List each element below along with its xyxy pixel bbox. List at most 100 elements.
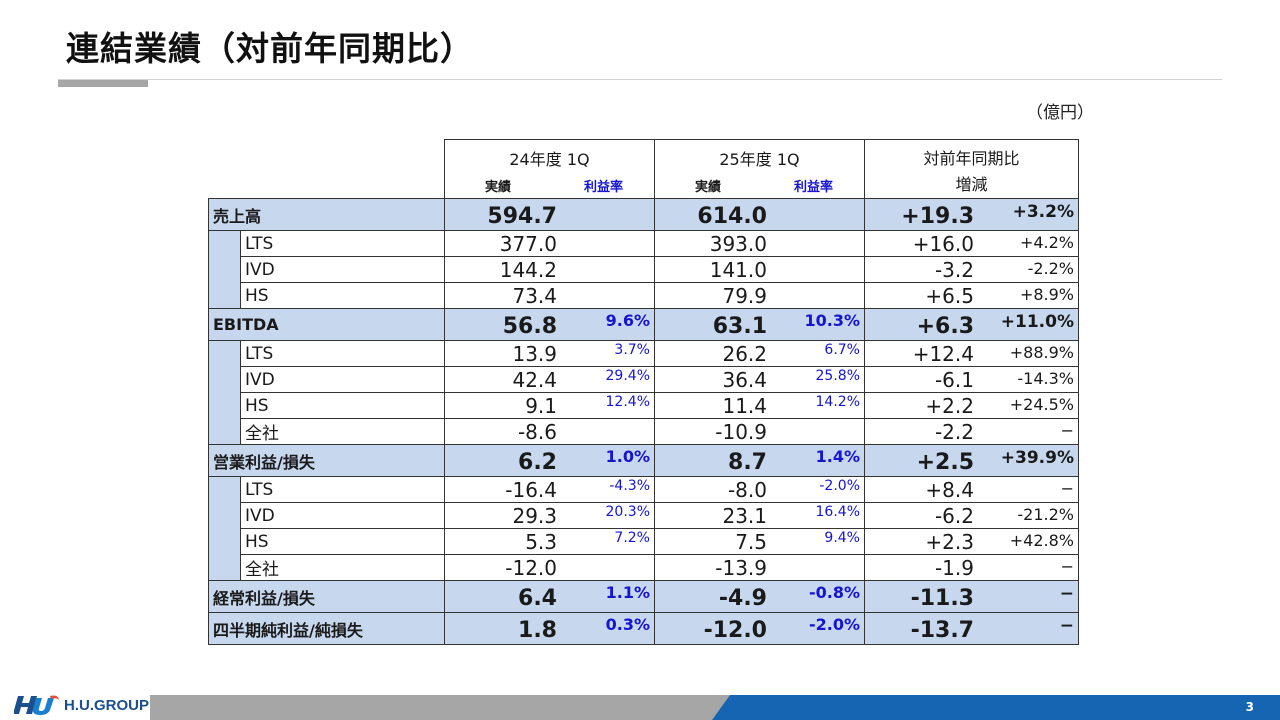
page-number: 3 xyxy=(1245,700,1254,714)
row-label: HS xyxy=(240,392,445,419)
period1-margin: 0.3% xyxy=(605,615,650,634)
row-label: 経常利益/損失 xyxy=(208,580,445,613)
change-value: +6.3 xyxy=(916,314,974,339)
period1-value: -8.6 xyxy=(517,420,557,444)
period1-cell: 73.4 xyxy=(444,282,655,309)
period1-cell: 377.0 xyxy=(444,230,655,257)
actual-label: 実績 xyxy=(485,180,512,195)
row-label: HS xyxy=(240,282,445,309)
period1-margin: 7.2% xyxy=(614,530,650,546)
change-percent: -21.2% xyxy=(1017,505,1074,524)
table-row-sub: 全社 -12.0 -13.9 -1.9 − xyxy=(209,554,1079,581)
change-cell: +2.2 +24.5% xyxy=(864,392,1079,419)
period2-cell: 11.4 14.2% xyxy=(654,392,865,419)
period2-label: 25年度 1Q xyxy=(719,150,800,169)
table-row-sub: IVD 144.2 141.0 -3.2 -2.2% xyxy=(209,256,1079,283)
period1-cell: 6.2 1.0% xyxy=(444,444,655,477)
margin-label: 利益率 xyxy=(584,180,624,195)
period2-value: 8.7 xyxy=(728,450,767,475)
row-label: HS xyxy=(240,528,445,555)
change-cell: +2.3 +42.8% xyxy=(864,528,1079,555)
change-cell: +6.3 +11.0% xyxy=(864,308,1079,341)
table-row-main: 四半期純利益/純損失 1.8 0.3% -12.0 -2.0% -13.7 − xyxy=(208,612,1079,645)
period2-cell: -12.0 -2.0% xyxy=(654,612,865,645)
row-label: LTS xyxy=(240,230,445,257)
row-label: 全社 xyxy=(240,554,445,581)
row-label: IVD xyxy=(240,256,445,283)
row-label: LTS xyxy=(240,476,445,503)
period2-value: 23.1 xyxy=(722,504,767,528)
period1-label: 24年度 1Q xyxy=(509,150,590,169)
header-compare: 対前年同期比 増減 xyxy=(864,139,1079,199)
change-percent: -2.2% xyxy=(1027,259,1074,278)
period2-margin: 9.4% xyxy=(824,530,860,546)
change-percent: +4.2% xyxy=(1019,233,1074,252)
period1-value: 9.1 xyxy=(525,394,557,418)
period2-cell: 7.5 9.4% xyxy=(654,528,865,555)
period1-cell: 1.8 0.3% xyxy=(444,612,655,645)
period2-value: -8.0 xyxy=(727,478,767,502)
period1-cell: 5.3 7.2% xyxy=(444,528,655,555)
change-value: +8.4 xyxy=(925,478,974,502)
period1-cell: 594.7 xyxy=(444,198,655,231)
change-percent: +24.5% xyxy=(1009,395,1074,414)
period1-margin: 1.0% xyxy=(605,447,650,466)
table-row-sub: IVD 42.4 29.4% 36.4 25.8% -6.1 -14.3% xyxy=(209,366,1079,393)
table-body: 売上高 594.7 614.0 +19.3 +3.2% LTS 377.0 393.0 +16.… xyxy=(208,198,1079,645)
header-period2: 25年度 1Q 実績 利益率 xyxy=(654,139,865,199)
period2-cell: -8.0 -2.0% xyxy=(654,476,865,503)
compare-label: 対前年同期比 xyxy=(923,149,1020,168)
period2-margin: -2.0% xyxy=(819,478,860,494)
period1-cell: 9.1 12.4% xyxy=(444,392,655,419)
change-cell: +6.5 +8.9% xyxy=(864,282,1079,309)
table-row-main: 売上高 594.7 614.0 +19.3 +3.2% xyxy=(208,198,1079,231)
period1-value: -12.0 xyxy=(505,556,557,580)
change-cell: +19.3 +3.2% xyxy=(864,198,1079,231)
change-value: -11.3 xyxy=(910,586,974,611)
change-percent: +11.0% xyxy=(1000,312,1074,332)
period2-cell: 141.0 xyxy=(654,256,865,283)
footer-gray-band xyxy=(150,695,730,720)
period1-margin: 20.3% xyxy=(605,504,650,520)
period1-value: -16.4 xyxy=(505,478,557,502)
change-cell: +8.4 − xyxy=(864,476,1079,503)
period1-value: 377.0 xyxy=(499,232,557,256)
row-label: 四半期純利益/純損失 xyxy=(208,612,445,645)
change-percent: +3.2% xyxy=(1012,202,1074,222)
period2-cell: 393.0 xyxy=(654,230,865,257)
change-percent: − xyxy=(1059,616,1074,636)
period1-margin: 3.7% xyxy=(614,342,650,358)
table-row-main: 経常利益/損失 6.4 1.1% -4.9 -0.8% -11.3 − xyxy=(208,580,1079,613)
period2-value: -4.9 xyxy=(718,586,767,611)
period1-cell: 56.8 9.6% xyxy=(444,308,655,341)
page-title: 連結業績（対前年同期比） xyxy=(66,29,474,68)
period2-cell: 23.1 16.4% xyxy=(654,502,865,529)
period1-value: 73.4 xyxy=(512,284,557,308)
period2-margin: -0.8% xyxy=(808,583,860,602)
table-row-sub: LTS -16.4 -4.3% -8.0 -2.0% +8.4 − xyxy=(208,476,1079,581)
period2-margin: 1.4% xyxy=(815,447,860,466)
results-table: 24年度 1Q 実績 利益率 25年度 1Q 実績 利益率 対前年同期比 増減 … xyxy=(208,139,1079,645)
period2-value: 36.4 xyxy=(722,368,767,392)
actual-label: 実績 xyxy=(695,180,722,195)
period1-margin: 29.4% xyxy=(605,368,650,384)
change-cell: -11.3 − xyxy=(864,580,1079,613)
change-percent: − xyxy=(1060,479,1074,498)
title-divider xyxy=(58,79,1222,80)
table-row-sub: IVD 29.3 20.3% 23.1 16.4% -6.2 -21.2% xyxy=(209,502,1079,529)
logo-text: H.U.GROUP xyxy=(64,696,150,714)
header-period1: 24年度 1Q 実績 利益率 xyxy=(444,139,655,199)
change-value: +6.5 xyxy=(925,284,974,308)
change-percent: +42.8% xyxy=(1009,531,1074,550)
change-value: -6.2 xyxy=(934,504,974,528)
period2-margin: 16.4% xyxy=(815,504,860,520)
period1-value: 5.3 xyxy=(525,530,557,554)
change-percent: +88.9% xyxy=(1009,343,1074,362)
change-value: -2.2 xyxy=(934,420,974,444)
change-cell: -6.2 -21.2% xyxy=(864,502,1079,529)
period1-value: 1.8 xyxy=(518,618,557,643)
period1-cell: -8.6 xyxy=(444,418,655,445)
change-percent: − xyxy=(1060,557,1074,576)
change-cell: -3.2 -2.2% xyxy=(864,256,1079,283)
period2-margin: 6.7% xyxy=(824,342,860,358)
